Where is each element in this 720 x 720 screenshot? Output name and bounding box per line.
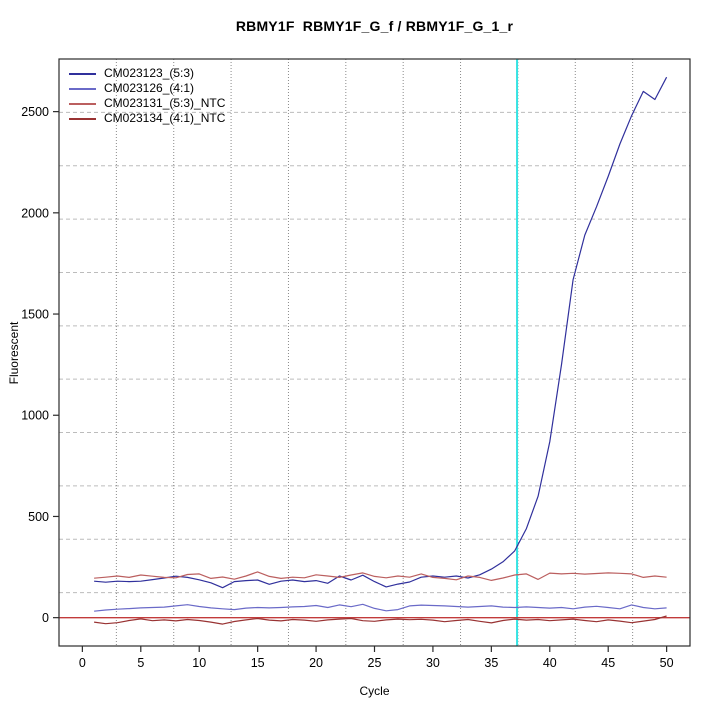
x-tick-label: 40 [543,656,557,670]
x-tick-label: 25 [368,656,382,670]
x-axis-title: Cycle [359,684,390,698]
x-tick-label: 15 [251,656,265,670]
legend-label: CM023123_(5:3) [104,66,195,80]
x-tick-label: 5 [137,656,144,670]
legend-row: CM023134_(4:1)_NTC [69,111,225,126]
legend-line-swatch [69,72,96,75]
legend-label: CM023134_(4:1)_NTC [104,111,226,125]
x-tick-label: 45 [601,656,615,670]
series-line-CM023123_(5:3) [94,76,668,589]
y-tick-label: 2000 [21,206,49,220]
y-axis-title: Fluorescent [7,321,21,385]
series-line-CM023134_(4:1)_NTC [94,615,667,625]
x-tick-label: 0 [79,656,86,670]
plot-border [58,58,691,647]
y-tick-label: 0 [42,611,49,625]
x-tick-label: 10 [192,656,206,670]
y-tick-label: 500 [28,510,49,524]
x-tick-label: 35 [484,656,498,670]
y-tick-label: 2500 [21,105,49,119]
y-tick-label: 1500 [21,308,49,322]
legend-row: CM023131_(5:3)_NTC [69,96,225,111]
x-tick-label: 50 [660,656,674,670]
legend: CM023123_(5:3) CM023126_(4:1) CM023131_(… [69,66,225,126]
legend-line-swatch [69,102,96,105]
x-tick-label: 30 [426,656,440,670]
series-line-CM023131_(5:3)_NTC [94,571,667,582]
chart-title: RBMY1F RBMY1F_G_f / RBMY1F_G_1_r [235,18,514,34]
legend-label: CM023131_(5:3)_NTC [104,96,226,110]
legend-row: CM023123_(5:3) [69,66,225,81]
legend-line-swatch [69,87,96,90]
series-line-CM023126_(4:1) [94,603,667,612]
legend-line-swatch [69,117,96,120]
y-tick-label: 1000 [21,409,49,423]
legend-row: CM023126_(4:1) [69,81,225,96]
x-tick-label: 20 [309,656,323,670]
legend-label: CM023126_(4:1) [104,81,195,95]
